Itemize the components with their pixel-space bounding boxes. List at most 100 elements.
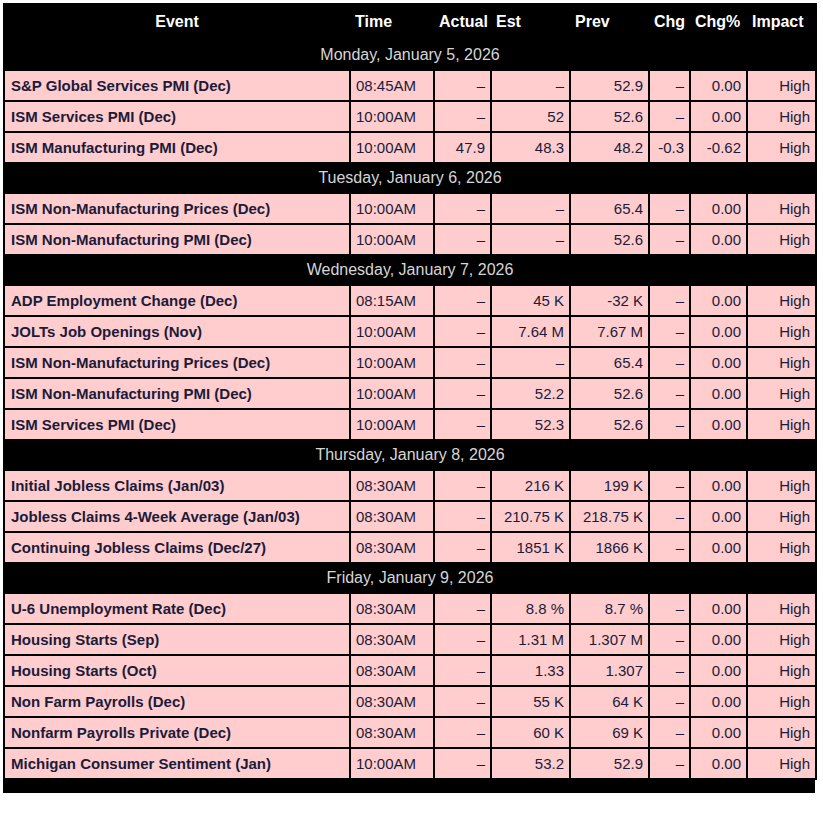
chgpct-cell: 0.00 [690,378,747,409]
event-row[interactable]: ISM Non-Manufacturing PMI (Dec)10:00AM–5… [4,378,816,409]
column-header-chg[interactable]: Chg [649,4,690,40]
column-header-event[interactable]: Event [4,4,350,40]
event-row[interactable]: Non Farm Payrolls (Dec)08:30AM–55 K64 K–… [4,686,816,717]
time-cell: 08:30AM [350,532,434,563]
event-cell[interactable]: S&P Global Services PMI (Dec) [4,70,350,101]
prev-cell: 65.4 [570,193,649,224]
date-row: Monday, January 5, 2026 [4,40,816,70]
event-row[interactable]: ISM Services PMI (Dec)10:00AM–52.352.6–0… [4,409,816,440]
event-row[interactable]: Initial Jobless Claims (Jan/03)08:30AM–2… [4,470,816,501]
event-cell[interactable]: Continuing Jobless Claims (Dec/27) [4,532,350,563]
est-cell: – [491,193,570,224]
event-row[interactable]: JOLTs Job Openings (Nov)10:00AM–7.64 M7.… [4,316,816,347]
est-cell: – [491,70,570,101]
event-cell[interactable]: Housing Starts (Sep) [4,624,350,655]
prev-cell: 64 K [570,686,649,717]
event-cell[interactable]: ISM Services PMI (Dec) [4,409,350,440]
event-row[interactable]: ISM Manufacturing PMI (Dec)10:00AM47.948… [4,132,816,163]
event-cell[interactable]: ISM Non-Manufacturing PMI (Dec) [4,224,350,255]
economic-calendar: Event Time Actual Est Prev Chg Chg% Impa… [0,0,823,793]
chgpct-cell: 0.00 [690,593,747,624]
chg-cell: – [649,593,690,624]
event-row[interactable]: Jobless Claims 4-Week Average (Jan/03)08… [4,501,816,532]
event-row[interactable]: U-6 Unemployment Rate (Dec)08:30AM–8.8 %… [4,593,816,624]
event-cell[interactable]: ISM Non-Manufacturing PMI (Dec) [4,378,350,409]
est-cell: 55 K [491,686,570,717]
time-cell: 10:00AM [350,409,434,440]
actual-cell: – [434,470,491,501]
event-cell[interactable]: Michigan Consumer Sentiment (Jan) [4,748,350,779]
chg-cell: – [649,347,690,378]
event-cell[interactable]: ISM Services PMI (Dec) [4,101,350,132]
prev-cell: 65.4 [570,347,649,378]
prev-cell: 199 K [570,470,649,501]
event-row[interactable]: Housing Starts (Sep)08:30AM–1.31 M1.307 … [4,624,816,655]
event-row[interactable]: ISM Services PMI (Dec)10:00AM–5252.6–0.0… [4,101,816,132]
event-cell[interactable]: ISM Manufacturing PMI (Dec) [4,132,350,163]
event-row[interactable]: ADP Employment Change (Dec)08:15AM–45 K-… [4,285,816,316]
time-cell: 08:30AM [350,593,434,624]
actual-cell: – [434,655,491,686]
time-cell: 10:00AM [350,224,434,255]
est-cell: 1851 K [491,532,570,563]
event-cell[interactable]: JOLTs Job Openings (Nov) [4,316,350,347]
event-cell[interactable]: Housing Starts (Oct) [4,655,350,686]
chgpct-cell: 0.00 [690,409,747,440]
event-row[interactable]: ISM Non-Manufacturing Prices (Dec)10:00A… [4,193,816,224]
prev-cell: 52.9 [570,70,649,101]
actual-cell: – [434,748,491,779]
prev-cell: 69 K [570,717,649,748]
chg-cell: – [649,316,690,347]
column-header-chgpct[interactable]: Chg% [690,4,747,40]
chg-cell: – [649,101,690,132]
impact-cell: High [747,316,816,347]
column-header-prev[interactable]: Prev [570,4,649,40]
column-header-time[interactable]: Time [350,4,434,40]
date-label: Monday, January 5, 2026 [4,40,816,70]
date-row: Friday, January 9, 2026 [4,563,816,593]
actual-cell: – [434,409,491,440]
column-header-actual[interactable]: Actual [434,4,491,40]
chgpct-cell: 0.00 [690,748,747,779]
chgpct-cell: 0.00 [690,193,747,224]
economic-calendar-table: Event Time Actual Est Prev Chg Chg% Impa… [3,3,817,780]
chg-cell: – [649,717,690,748]
impact-cell: High [747,593,816,624]
date-label: Wednesday, January 7, 2026 [4,255,816,285]
event-row[interactable]: Michigan Consumer Sentiment (Jan)10:00AM… [4,748,816,779]
event-cell[interactable]: Non Farm Payrolls (Dec) [4,686,350,717]
chgpct-cell: 0.00 [690,532,747,563]
chg-cell: – [649,532,690,563]
actual-cell: – [434,70,491,101]
est-cell: – [491,224,570,255]
est-cell: 52.2 [491,378,570,409]
column-header-impact[interactable]: Impact [747,4,816,40]
event-row[interactable]: Nonfarm Payrolls Private (Dec)08:30AM–60… [4,717,816,748]
actual-cell: – [434,347,491,378]
event-cell[interactable]: ISM Non-Manufacturing Prices (Dec) [4,193,350,224]
event-row[interactable]: S&P Global Services PMI (Dec)08:45AM––52… [4,70,816,101]
event-cell[interactable]: Nonfarm Payrolls Private (Dec) [4,717,350,748]
chgpct-cell: 0.00 [690,686,747,717]
chgpct-cell: 0.00 [690,470,747,501]
event-cell[interactable]: U-6 Unemployment Rate (Dec) [4,593,350,624]
prev-cell: 52.6 [570,101,649,132]
impact-cell: High [747,624,816,655]
column-header-est[interactable]: Est [491,4,570,40]
event-cell[interactable]: Jobless Claims 4-Week Average (Jan/03) [4,501,350,532]
actual-cell: – [434,378,491,409]
chgpct-cell: 0.00 [690,655,747,686]
event-row[interactable]: ISM Non-Manufacturing Prices (Dec)10:00A… [4,347,816,378]
event-cell[interactable]: ISM Non-Manufacturing Prices (Dec) [4,347,350,378]
date-label: Tuesday, January 6, 2026 [4,163,816,193]
time-cell: 08:30AM [350,686,434,717]
est-cell: 60 K [491,717,570,748]
event-row[interactable]: Housing Starts (Oct)08:30AM–1.331.307–0.… [4,655,816,686]
event-row[interactable]: ISM Non-Manufacturing PMI (Dec)10:00AM––… [4,224,816,255]
event-row[interactable]: Continuing Jobless Claims (Dec/27)08:30A… [4,532,816,563]
actual-cell: – [434,532,491,563]
event-cell[interactable]: ADP Employment Change (Dec) [4,285,350,316]
chgpct-cell: 0.00 [690,624,747,655]
event-cell[interactable]: Initial Jobless Claims (Jan/03) [4,470,350,501]
est-cell: 7.64 M [491,316,570,347]
